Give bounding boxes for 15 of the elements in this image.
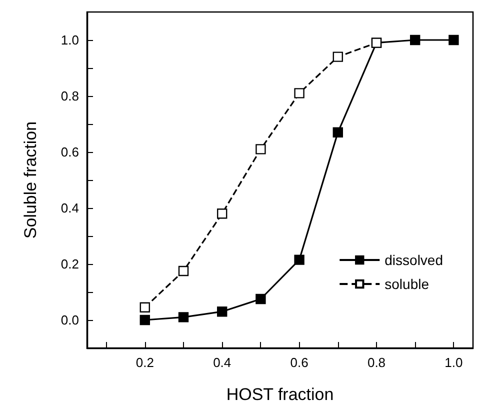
x-tick-label: 0.8	[367, 355, 386, 370]
y-tick-label: 0.0	[60, 312, 79, 328]
y-tick-label: 0.4	[60, 200, 79, 216]
legend-label: dissolved	[384, 252, 444, 268]
y-tick-label: 0.6	[60, 144, 79, 160]
y-tick-label: 0.8	[60, 88, 79, 104]
x-tick-label: 0.4	[213, 355, 232, 370]
y-axis-title: Soluble fraction	[21, 121, 40, 239]
x-axis-title: HOST fraction	[226, 385, 334, 404]
legend-label: soluble	[384, 276, 430, 292]
y-tick-label: 0.2	[60, 256, 79, 272]
x-tick-label: 0.6	[290, 355, 308, 370]
x-tick-label: 1.0	[444, 355, 463, 370]
x-tick-label: 0.2	[136, 355, 154, 370]
y-tick-label: 1.0	[60, 32, 79, 48]
